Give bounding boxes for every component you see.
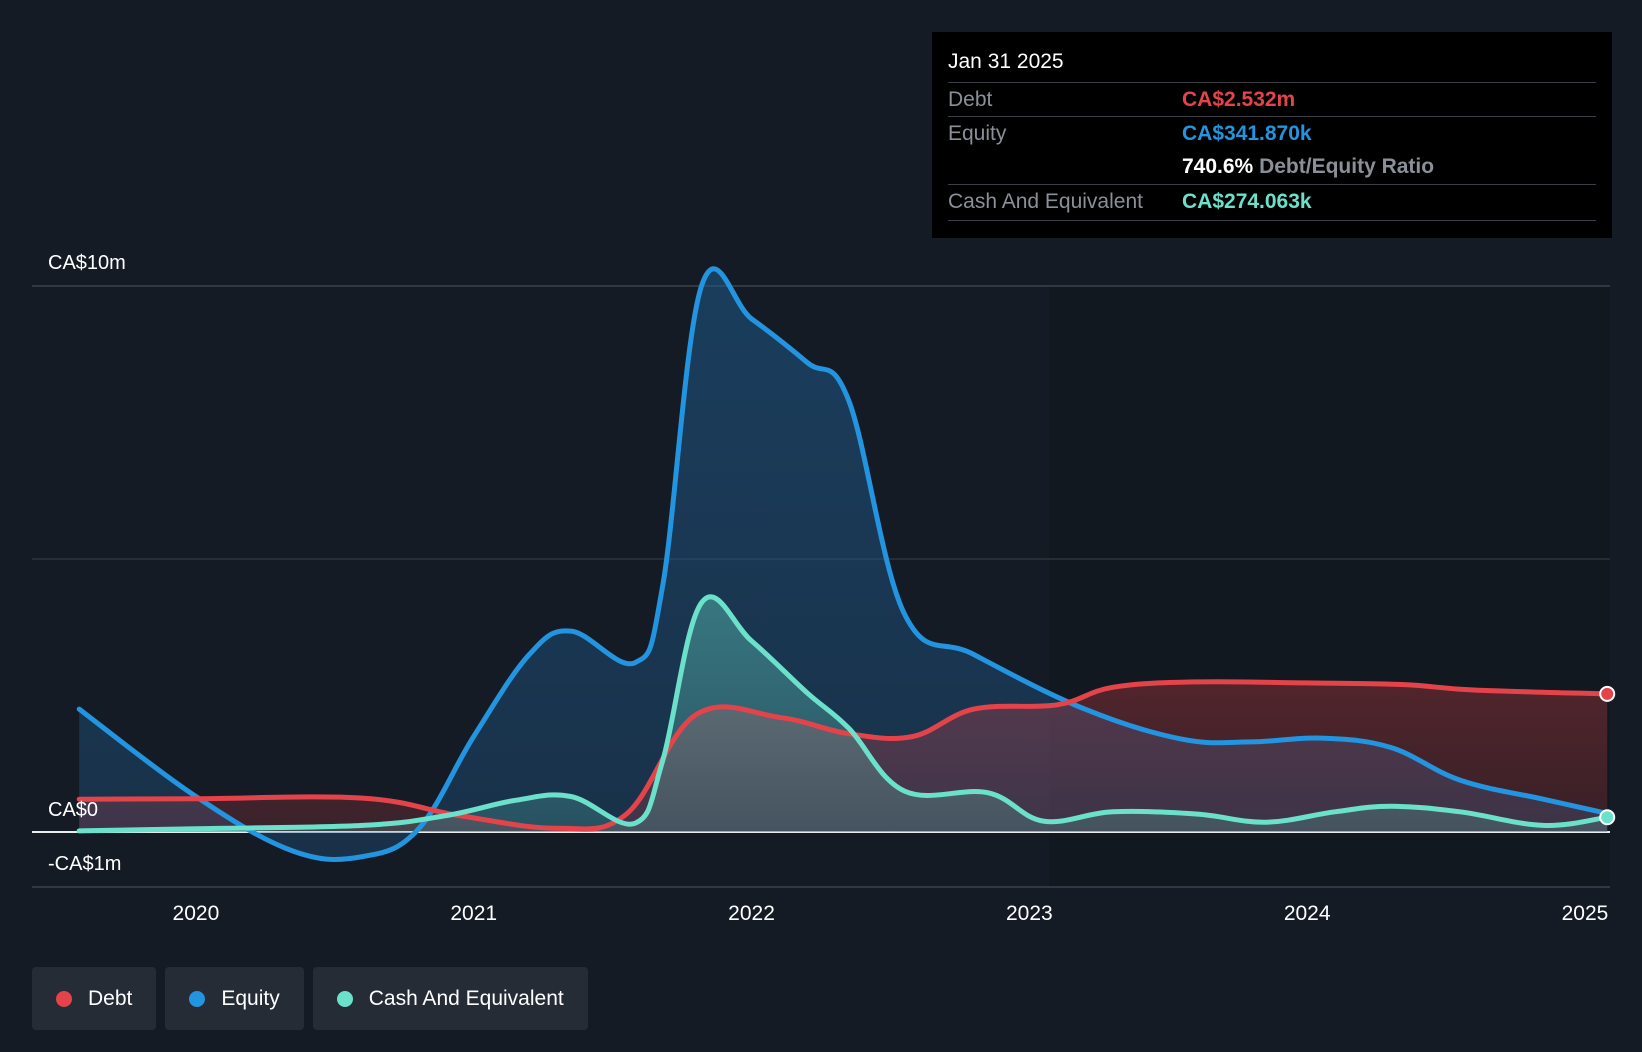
legend-label-equity: Equity bbox=[221, 986, 280, 1010]
series-lines bbox=[76, 266, 1610, 862]
y-tick-label: CA$0 bbox=[48, 799, 98, 821]
debt-line bbox=[76, 679, 1610, 832]
x-tick-label: 2023 bbox=[1006, 902, 1053, 925]
tooltip-divider bbox=[948, 220, 1596, 221]
legend-dot-cash bbox=[336, 990, 353, 1007]
tooltip-ratio: 740.6% Debt/Equity Ratio bbox=[1182, 155, 1434, 179]
y-tick-label: -CA$1m bbox=[48, 853, 121, 875]
tooltip-ratio-label: Debt/Equity Ratio bbox=[1259, 155, 1435, 178]
x-tick-label: 2024 bbox=[1284, 902, 1331, 925]
tooltip-debt-value: CA$2.532m bbox=[1182, 88, 1296, 111]
tooltip-date: Jan 31 2025 bbox=[948, 50, 1064, 73]
legend-label-debt: Debt bbox=[88, 986, 133, 1010]
tooltip-row-debt: Debt CA$2.532m bbox=[948, 82, 1596, 117]
equity-line bbox=[76, 266, 1610, 862]
tooltip-equity-value: CA$341.870k bbox=[1182, 122, 1312, 145]
tooltip-panel: Jan 31 2025 Debt CA$2.532m Equity CA$341… bbox=[932, 32, 1612, 238]
x-tick-label: 2022 bbox=[728, 902, 775, 925]
legend-label-cash: Cash And Equivalent bbox=[368, 986, 564, 1010]
tooltip-row-equity: Equity CA$341.870k bbox=[948, 116, 1596, 151]
y-tick-label: CA$10m bbox=[48, 252, 126, 274]
y-axis-labels: CA$10m CA$0 -CA$1m bbox=[48, 252, 126, 875]
tooltip-row-ratio: 740.6% Debt/Equity Ratio bbox=[948, 150, 1596, 184]
chart-legend: Debt Equity Cash And Equivalent bbox=[32, 967, 588, 1030]
legend-dot-debt bbox=[56, 990, 72, 1007]
x-tick-label: 2020 bbox=[173, 902, 220, 925]
legend-item-debt[interactable]: Debt bbox=[32, 967, 157, 1030]
tooltip-row-cash: Cash And Equivalent CA$274.063k bbox=[948, 184, 1596, 219]
cash-line bbox=[76, 594, 1610, 834]
series-areas bbox=[79, 268, 1608, 860]
tooltip-cash-value: CA$274.063k bbox=[1182, 190, 1312, 213]
cash-area bbox=[79, 596, 1608, 832]
tooltip-ratio-value: 740.6% bbox=[1182, 155, 1254, 178]
x-tick-label: 2025 bbox=[1562, 902, 1609, 925]
cash-end-marker[interactable] bbox=[1599, 809, 1616, 826]
x-axis-labels: 2020 2021 2022 2023 2024 2025 bbox=[173, 902, 1609, 925]
end-markers bbox=[1599, 685, 1616, 826]
tooltip-equity-label: Equity bbox=[948, 122, 1007, 145]
equity-area bbox=[79, 268, 1608, 860]
tooltip-cash-label: Cash And Equivalent bbox=[948, 190, 1143, 213]
legend-item-equity[interactable]: Equity bbox=[165, 967, 304, 1030]
legend-dot-equity bbox=[189, 990, 206, 1007]
tooltip-debt-label: Debt bbox=[948, 88, 993, 111]
debt-end-marker[interactable] bbox=[1599, 685, 1616, 702]
legend-item-cash[interactable]: Cash And Equivalent bbox=[312, 967, 588, 1030]
x-tick-label: 2021 bbox=[450, 902, 497, 925]
